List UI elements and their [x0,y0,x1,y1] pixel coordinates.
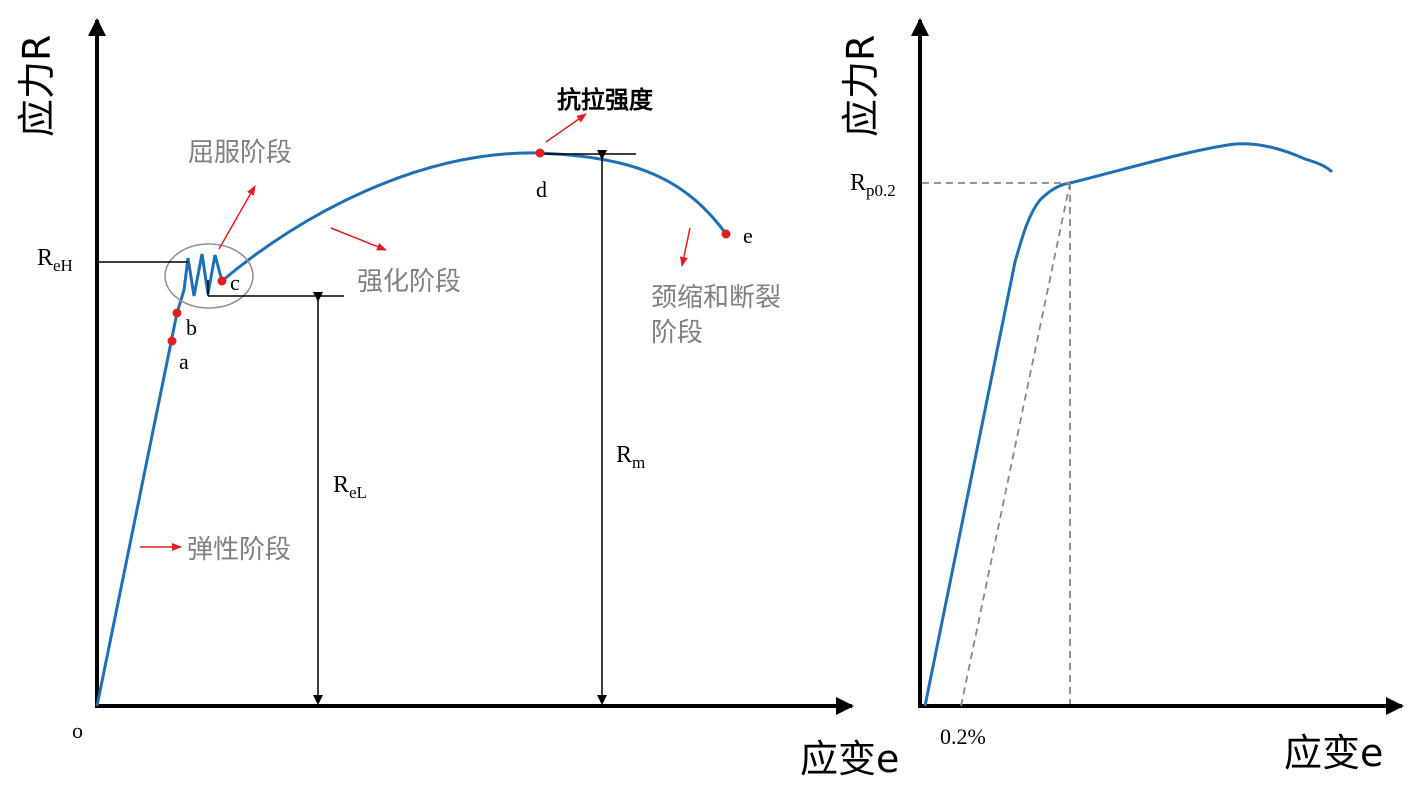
left-y-axis-label: 应力R [15,35,59,137]
right-x-axis-label: 应变e [1284,731,1383,775]
rp02-label: Rp0.2 [850,170,896,200]
point-c-marker [217,276,227,286]
tensile-strength-label: 抗拉强度 [557,86,654,114]
elastic-stage-label: 弹性阶段 [187,535,291,565]
left-stress-strain-curve [95,151,728,707]
strengthening-pointer-arrow [330,227,387,251]
point-e-marker [721,229,731,239]
reh-label: ReH [37,245,73,275]
offset-dashed-line [960,182,1071,707]
necking-pointer-arrow [679,227,691,267]
rm-label: Rm [616,442,645,472]
point-d-marker [535,148,545,158]
tensile-pointer-arrow [545,113,587,143]
origin-label: o [72,718,83,743]
strengthening-stage-label: 强化阶段 [357,267,461,297]
point-b-label: b [186,315,197,340]
necking-stage-label-line1: 颈缩和断裂 [651,283,781,313]
point-d-label: d [536,177,547,202]
point-b-marker [172,308,182,318]
right-offset-yield-diagram: 应力R 应变e Rp0.2 0.2% [839,18,1404,775]
right-y-axis-label: 应力R [839,35,883,137]
left-stress-strain-diagram: 应力R 应变e o 弹性阶段 屈服阶段 强化阶段 颈缩和断裂 阶段 抗拉强度 a… [15,18,899,781]
rel-label: ReL [333,472,367,502]
left-x-axis-label: 应变e [800,737,899,781]
point-a-marker [167,336,177,346]
necking-stage-label-line2: 阶段 [651,318,703,348]
right-stress-strain-curve [923,142,1334,707]
point-c-label: c [230,270,240,295]
yield-stage-label: 屈服阶段 [188,138,292,168]
point-e-label: e [743,223,753,248]
yield-zone-circle [164,243,254,309]
offset-strain-label: 0.2% [940,724,986,749]
yield-pointer-arrow [218,185,256,250]
point-a-label: a [179,349,189,374]
